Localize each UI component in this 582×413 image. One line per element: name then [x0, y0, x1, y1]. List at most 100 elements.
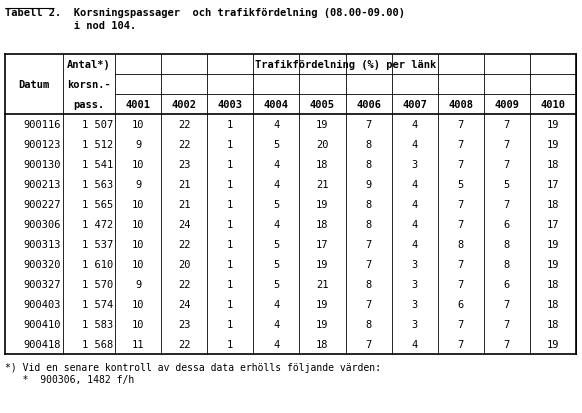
- Text: 7: 7: [504, 199, 510, 209]
- Text: 18: 18: [316, 219, 329, 230]
- Text: 22: 22: [178, 120, 190, 130]
- Text: *) Vid en senare kontroll av dessa data erhölls följande värden:: *) Vid en senare kontroll av dessa data …: [5, 362, 381, 372]
- Text: 17: 17: [546, 219, 559, 230]
- Text: 8: 8: [504, 240, 510, 249]
- Text: 7: 7: [457, 120, 464, 130]
- Text: 22: 22: [178, 279, 190, 289]
- Text: 9: 9: [135, 180, 141, 190]
- Text: 7: 7: [365, 339, 372, 349]
- Text: 4: 4: [411, 240, 418, 249]
- Text: 23: 23: [178, 319, 190, 329]
- Text: 21: 21: [178, 180, 190, 190]
- Text: 4003: 4003: [218, 100, 243, 110]
- Text: 10: 10: [132, 319, 144, 329]
- Text: 6: 6: [504, 219, 510, 230]
- Text: 900327: 900327: [23, 279, 61, 289]
- Text: 19: 19: [316, 259, 329, 269]
- Text: 21: 21: [316, 279, 329, 289]
- Text: 4007: 4007: [402, 100, 427, 110]
- Text: 7: 7: [457, 199, 464, 209]
- Text: 3: 3: [411, 159, 418, 170]
- Text: pass.: pass.: [73, 100, 105, 110]
- Text: 22: 22: [178, 240, 190, 249]
- Text: 900227: 900227: [23, 199, 61, 209]
- Text: 7: 7: [457, 319, 464, 329]
- Text: 3: 3: [411, 259, 418, 269]
- Text: 18: 18: [546, 279, 559, 289]
- Text: 900130: 900130: [23, 159, 61, 170]
- Text: 1: 1: [227, 159, 233, 170]
- Text: 900410: 900410: [23, 319, 61, 329]
- Text: 1: 1: [227, 339, 233, 349]
- Text: 4: 4: [411, 120, 418, 130]
- Text: 19: 19: [316, 120, 329, 130]
- Text: 24: 24: [178, 299, 190, 309]
- Text: 3: 3: [411, 319, 418, 329]
- Text: 4006: 4006: [356, 100, 381, 110]
- Text: 5: 5: [457, 180, 464, 190]
- Text: 4008: 4008: [448, 100, 473, 110]
- Text: 4: 4: [273, 319, 279, 329]
- Text: 9: 9: [135, 279, 141, 289]
- Text: 17: 17: [316, 240, 329, 249]
- Text: 4: 4: [411, 140, 418, 150]
- Text: 4: 4: [411, 339, 418, 349]
- Text: 7: 7: [504, 339, 510, 349]
- Text: 10: 10: [132, 240, 144, 249]
- Text: 1: 1: [227, 140, 233, 150]
- Text: 1 537: 1 537: [81, 240, 113, 249]
- Text: Tabell 2.  Korsningspassager  och trafikfördelning (08.00-09.00): Tabell 2. Korsningspassager och trafikfö…: [5, 8, 405, 18]
- Text: 1: 1: [227, 299, 233, 309]
- Text: 7: 7: [365, 240, 372, 249]
- Text: 10: 10: [132, 120, 144, 130]
- Text: 7: 7: [457, 140, 464, 150]
- Text: 8: 8: [504, 259, 510, 269]
- Text: 20: 20: [316, 140, 329, 150]
- Text: 10: 10: [132, 219, 144, 230]
- Text: 1 507: 1 507: [81, 120, 113, 130]
- Text: 8: 8: [457, 240, 464, 249]
- Text: 900306: 900306: [23, 219, 61, 230]
- Text: 4: 4: [273, 180, 279, 190]
- Text: 19: 19: [546, 120, 559, 130]
- Text: 900418: 900418: [23, 339, 61, 349]
- Text: i nod 104.: i nod 104.: [5, 21, 136, 31]
- Text: 18: 18: [546, 159, 559, 170]
- Text: 20: 20: [178, 259, 190, 269]
- Text: 7: 7: [504, 299, 510, 309]
- Text: 21: 21: [316, 180, 329, 190]
- Text: 19: 19: [546, 140, 559, 150]
- Text: 3: 3: [411, 299, 418, 309]
- Text: 18: 18: [316, 159, 329, 170]
- Text: 4010: 4010: [541, 100, 566, 110]
- Text: 7: 7: [365, 120, 372, 130]
- Text: 10: 10: [132, 199, 144, 209]
- Text: 8: 8: [365, 319, 372, 329]
- Text: 1: 1: [227, 240, 233, 249]
- Text: 19: 19: [316, 319, 329, 329]
- Text: korsn.-: korsn.-: [67, 80, 111, 90]
- Text: Datum: Datum: [19, 80, 49, 90]
- Text: 7: 7: [457, 159, 464, 170]
- Text: 18: 18: [546, 199, 559, 209]
- Text: 18: 18: [316, 339, 329, 349]
- Text: 7: 7: [457, 279, 464, 289]
- Text: 1: 1: [227, 219, 233, 230]
- Text: 900116: 900116: [23, 120, 61, 130]
- Text: 24: 24: [178, 219, 190, 230]
- Text: 19: 19: [316, 299, 329, 309]
- Text: 9: 9: [365, 180, 372, 190]
- Text: 5: 5: [273, 259, 279, 269]
- Text: 4002: 4002: [172, 100, 197, 110]
- Text: 5: 5: [273, 240, 279, 249]
- Text: 19: 19: [316, 199, 329, 209]
- Text: 11: 11: [132, 339, 144, 349]
- Text: 1 583: 1 583: [81, 319, 113, 329]
- Text: 4: 4: [273, 219, 279, 230]
- Text: 8: 8: [365, 219, 372, 230]
- Text: 5: 5: [273, 140, 279, 150]
- Text: Trafikfördelning (%) per länk: Trafikfördelning (%) per länk: [255, 60, 436, 70]
- Text: 9: 9: [135, 140, 141, 150]
- Text: 7: 7: [457, 219, 464, 230]
- Text: 8: 8: [365, 199, 372, 209]
